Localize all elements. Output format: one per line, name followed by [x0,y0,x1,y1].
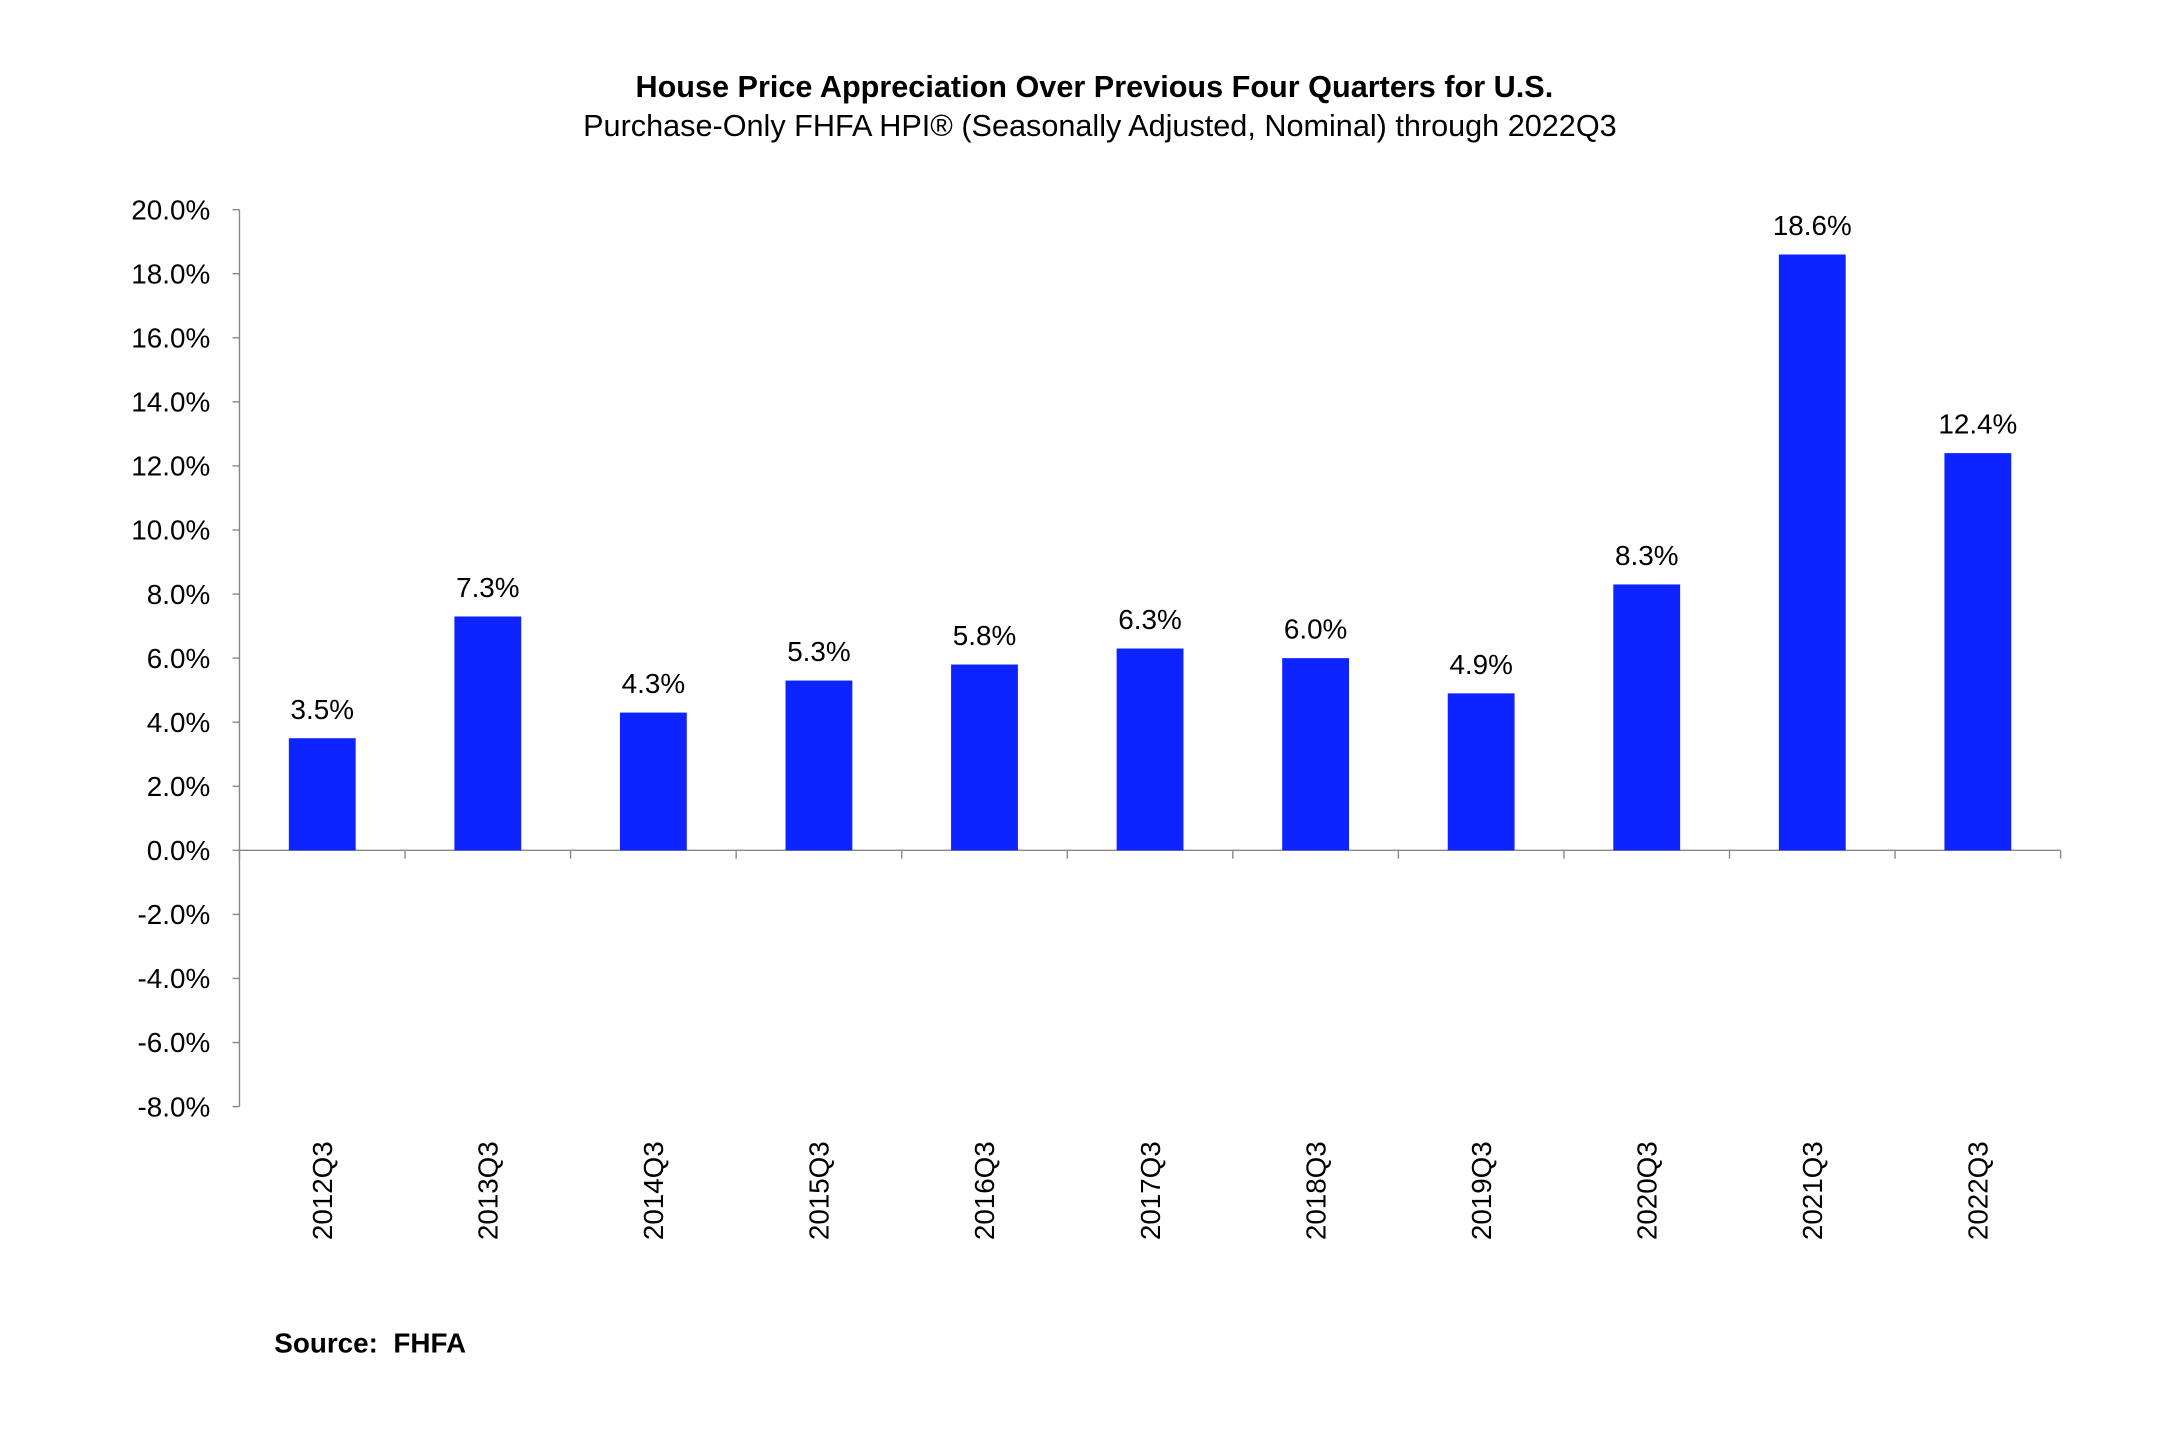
y-tick-label: 12.0% [131,451,210,482]
bar [1282,658,1350,851]
y-tick-label: 0.0% [147,835,210,866]
data-label: 6.0% [1284,614,1347,645]
bar [619,712,687,851]
y-tick-label: 16.0% [131,323,210,354]
y-axis: 20.0% 18.0% 16.0% 14.0% 12.0% 10.0% 8.0% 6.0% 4.… [131,194,241,1122]
y-tick-label: 14.0% [131,387,210,418]
x-tick-label: 2015Q3 [804,1141,835,1240]
y-tick-label: 20.0% [131,194,210,225]
bar [785,680,853,851]
x-tick-label: 2018Q3 [1300,1141,1331,1240]
bar [1613,584,1681,851]
data-label: 18.6% [1773,210,1852,241]
bar [1944,453,2012,851]
data-label: 4.9% [1449,649,1512,680]
x-tick-label: 2014Q3 [638,1141,669,1240]
y-tick-label: -4.0% [138,963,211,994]
y-tick-label: 6.0% [147,643,210,674]
data-label: 4.3% [622,668,685,699]
data-label: 6.3% [1118,604,1181,635]
x-tick-label: 2019Q3 [1466,1141,1497,1240]
y-tick-label: 2.0% [147,771,210,802]
source-note: Source: FHFA [274,1327,466,1358]
x-tick-label: 2021Q3 [1797,1141,1828,1240]
y-tick-label: -2.0% [138,899,211,930]
x-tick-label: 2020Q3 [1631,1141,1662,1240]
bars: 3.5% 7.3% 4.3% 5.3% 5.8% 6.3% 6.0% 4.9% 8.3% 18.6… [288,210,2017,851]
bar [1778,254,1846,851]
y-tick-label: -6.0% [138,1027,211,1058]
y-tick-label: 18.0% [131,258,210,289]
x-tick-label: 2012Q3 [307,1141,338,1240]
y-tick-label: -8.0% [138,1091,211,1122]
x-tick-label: 2016Q3 [969,1141,1000,1240]
x-tick-label: 2017Q3 [1135,1141,1166,1240]
bar [288,738,356,851]
y-tick-label: 4.0% [147,707,210,738]
x-tick-label: 2022Q3 [1963,1141,1994,1240]
data-label: 8.3% [1615,540,1678,571]
y-tick-label: 8.0% [147,579,210,610]
chart-subtitle: Purchase-Only FHFA HPI® (Seasonally Adju… [583,109,1617,143]
data-label: 3.5% [291,694,354,725]
bar [1116,648,1184,851]
bar [454,616,522,851]
data-label: 7.3% [456,572,519,603]
x-axis: 2012Q3 2013Q3 2014Q3 2015Q3 2016Q3 2017Q3 2018… [238,849,2062,1240]
x-tick-label: 2013Q3 [473,1141,504,1240]
data-label: 5.3% [787,636,850,667]
y-tick-label: 10.0% [131,515,210,546]
bar [951,664,1018,851]
bar [1447,693,1515,851]
data-label: 5.8% [953,620,1016,651]
data-label: 12.4% [1938,409,2017,440]
chart-title: House Price Appreciation Over Previous F… [635,70,1553,104]
